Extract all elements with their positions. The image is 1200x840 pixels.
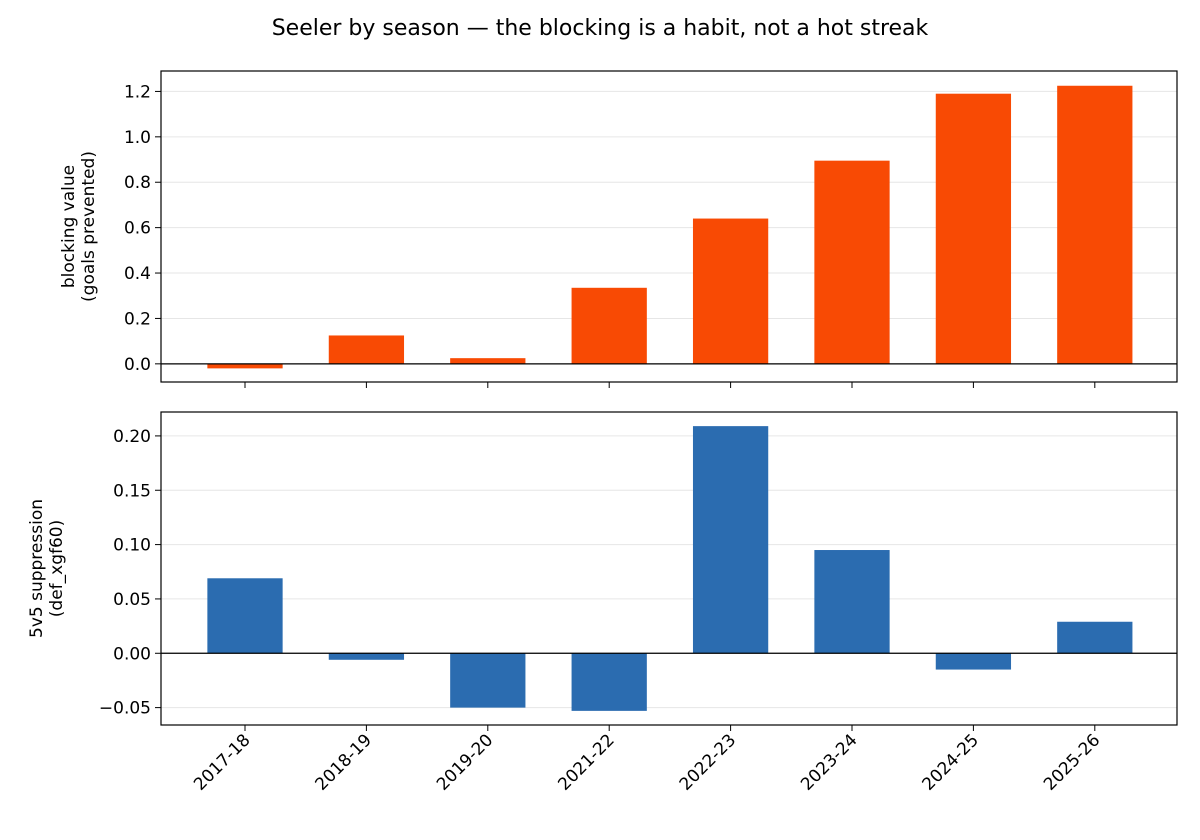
- x-tick-label: 2017-18: [190, 730, 254, 794]
- bar-2025-26: [1057, 621, 1133, 654]
- y-axis-label: blocking value(goals prevented): [59, 151, 99, 302]
- bar-2021-22: [571, 653, 647, 711]
- y-tick-label: 1.0: [124, 128, 151, 148]
- x-tick-label: 2025-26: [1040, 730, 1104, 794]
- bar-2017-18: [207, 363, 283, 369]
- y-tick-label: 1.2: [124, 82, 151, 102]
- bar-2019-20: [450, 358, 526, 364]
- bar-2017-18: [207, 578, 283, 654]
- x-tick-label: 2023-24: [797, 730, 861, 794]
- y-tick-label: 0.00: [113, 644, 151, 664]
- y-tick-label: 0.6: [124, 219, 151, 239]
- bar-2018-19: [328, 653, 405, 660]
- x-tick-label: 2018-19: [312, 730, 376, 794]
- y-tick-label: 0.8: [124, 173, 151, 193]
- y-tick-label: 0.0: [124, 355, 151, 375]
- bar-2018-19: [328, 335, 405, 364]
- y-tick-label: 0.10: [113, 536, 151, 556]
- x-tick-label: 2022-23: [676, 730, 740, 794]
- bar-2022-23: [692, 218, 769, 364]
- bar-2023-24: [814, 160, 890, 364]
- y-tick-label: 0.2: [124, 309, 151, 329]
- bar-2024-25: [935, 653, 1012, 670]
- axes-frame: [160, 411, 1178, 726]
- y-tick-label: 0.15: [113, 481, 151, 501]
- y-tick-label: −0.05: [99, 699, 151, 719]
- suppression-panel: −0.05 0.00 0.05 0.10 0.15 0.20 2017-18 2018-19 2…: [27, 411, 1178, 795]
- x-tick-label: 2021-22: [554, 730, 618, 794]
- figure-title: Seeler by season — the blocking is a hab…: [272, 16, 929, 41]
- y-tick-label: 0.20: [113, 427, 151, 447]
- x-tick-label: 2024-25: [919, 730, 983, 794]
- bar-2023-24: [814, 550, 890, 654]
- bar-2024-25: [935, 93, 1012, 364]
- y-axis-label: 5v5 suppression(def_xgf60): [27, 499, 67, 638]
- bar-2022-23: [692, 426, 769, 654]
- x-tick-label: 2019-20: [433, 730, 497, 794]
- axes-frame: [160, 70, 1178, 383]
- bar-2019-20: [450, 653, 526, 708]
- y-tick-label: 0.05: [113, 590, 151, 610]
- bar-2021-22: [571, 287, 647, 364]
- y-tick-label: 0.4: [124, 264, 151, 284]
- bar-2025-26: [1057, 85, 1133, 364]
- blocking-value-panel: 0.0 0.2 0.4 0.6 0.8 1.0 1.2 blocking value(goal…: [59, 70, 1178, 388]
